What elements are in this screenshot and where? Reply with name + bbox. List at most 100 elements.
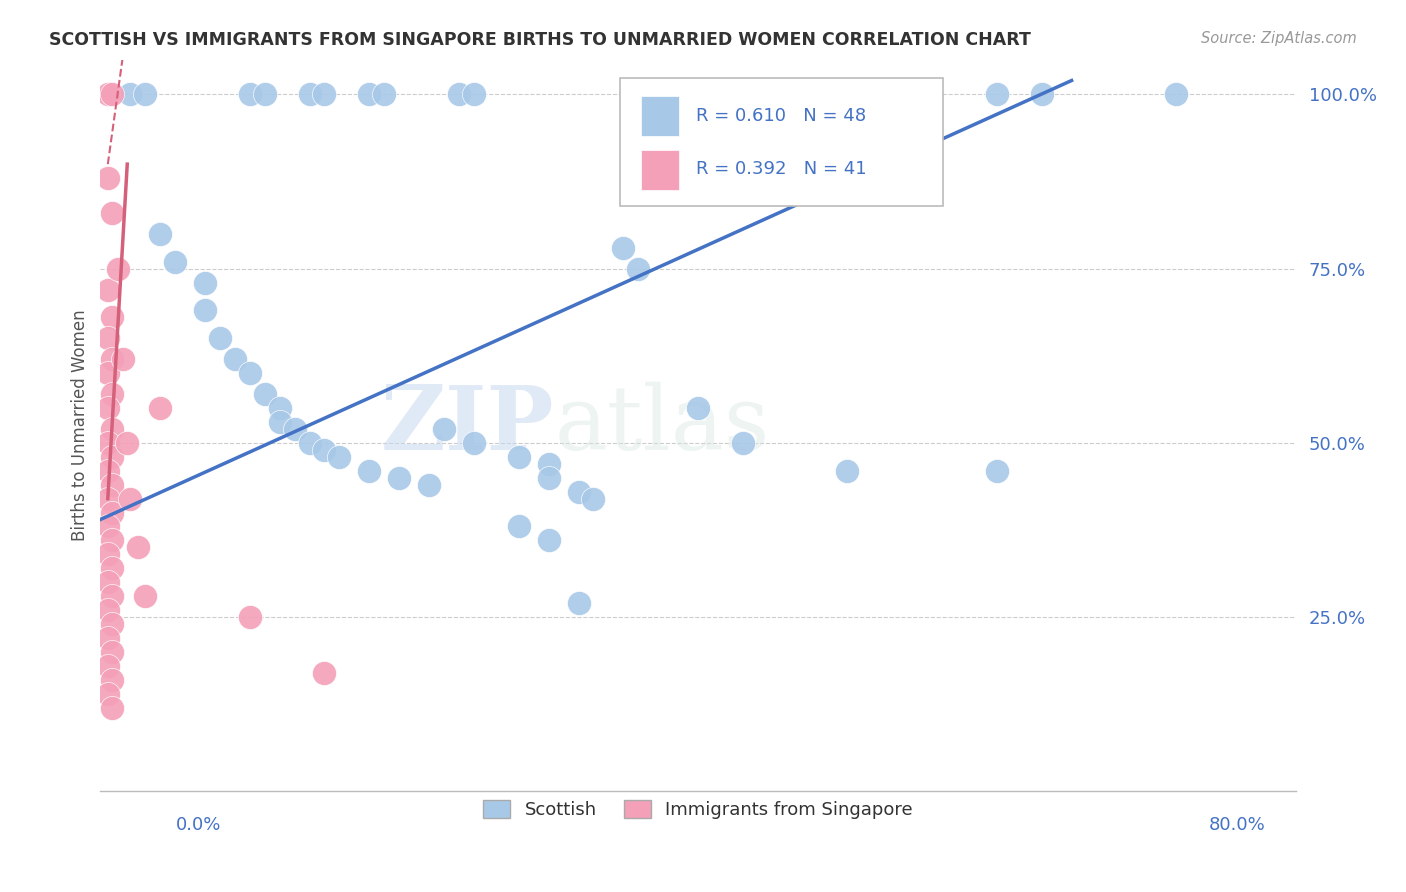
Point <box>208 331 231 345</box>
Point <box>269 401 291 415</box>
Text: SCOTTISH VS IMMIGRANTS FROM SINGAPORE BIRTHS TO UNMARRIED WOMEN CORRELATION CHAR: SCOTTISH VS IMMIGRANTS FROM SINGAPORE BI… <box>49 31 1031 49</box>
Point <box>101 206 124 220</box>
Point <box>97 547 120 561</box>
Point <box>1166 87 1188 102</box>
Point <box>298 435 321 450</box>
Point <box>508 450 530 464</box>
Point <box>120 87 142 102</box>
Bar <box>641 96 679 136</box>
Point <box>134 589 156 603</box>
Point <box>97 401 120 415</box>
Text: atlas: atlas <box>554 382 770 469</box>
Point <box>101 477 124 491</box>
Point <box>101 645 124 659</box>
Point <box>97 491 120 506</box>
Point <box>97 687 120 701</box>
Point <box>101 310 124 325</box>
FancyBboxPatch shape <box>620 78 943 206</box>
Point <box>239 610 262 624</box>
Point <box>359 87 381 102</box>
Point <box>463 435 485 450</box>
Point <box>837 464 859 478</box>
Point <box>97 631 120 645</box>
Point <box>239 366 262 380</box>
Point <box>97 575 120 590</box>
Point <box>388 471 411 485</box>
Point <box>612 241 634 255</box>
Point <box>537 471 560 485</box>
Point <box>731 435 754 450</box>
Point <box>101 352 124 367</box>
Point <box>97 464 120 478</box>
Point <box>101 589 124 603</box>
Point <box>101 561 124 575</box>
Point <box>433 422 456 436</box>
Point <box>101 506 124 520</box>
Point <box>314 665 336 680</box>
Point <box>97 435 120 450</box>
Bar <box>641 150 679 190</box>
Point <box>117 435 139 450</box>
Point <box>101 422 124 436</box>
Point <box>298 87 321 102</box>
Point <box>97 331 120 345</box>
Text: 0.0%: 0.0% <box>176 816 221 834</box>
Point <box>97 283 120 297</box>
Point <box>101 87 124 102</box>
Point <box>127 541 149 555</box>
Point <box>686 87 709 102</box>
Point <box>194 276 217 290</box>
Point <box>253 387 276 401</box>
Y-axis label: Births to Unmarried Women: Births to Unmarried Women <box>72 310 89 541</box>
Point <box>314 87 336 102</box>
Point <box>101 533 124 548</box>
Point <box>686 401 709 415</box>
Point <box>101 387 124 401</box>
Point <box>986 464 1008 478</box>
Point <box>111 352 134 367</box>
Point <box>373 87 395 102</box>
Text: R = 0.392   N = 41: R = 0.392 N = 41 <box>696 161 866 178</box>
Point <box>447 87 470 102</box>
Text: ZIP: ZIP <box>381 382 554 469</box>
Point <box>97 658 120 673</box>
Point <box>165 254 187 268</box>
Point <box>97 603 120 617</box>
Point <box>101 700 124 714</box>
Point <box>508 519 530 533</box>
Point <box>567 596 589 610</box>
Point <box>101 617 124 632</box>
Text: R = 0.610   N = 48: R = 0.610 N = 48 <box>696 107 866 125</box>
Point <box>537 533 560 548</box>
Point <box>284 422 307 436</box>
Text: 80.0%: 80.0% <box>1209 816 1265 834</box>
Point <box>224 352 246 367</box>
Point <box>194 303 217 318</box>
Point <box>134 87 156 102</box>
Text: Source: ZipAtlas.com: Source: ZipAtlas.com <box>1201 31 1357 46</box>
Point <box>97 519 120 533</box>
Point <box>253 87 276 102</box>
Point <box>866 87 889 102</box>
Point <box>107 261 129 276</box>
Point <box>101 450 124 464</box>
Point <box>149 401 172 415</box>
Point <box>359 464 381 478</box>
Point <box>120 491 142 506</box>
Point <box>149 227 172 241</box>
Point <box>314 442 336 457</box>
Point <box>463 87 485 102</box>
Point <box>269 415 291 429</box>
Point <box>627 261 650 276</box>
Point <box>567 484 589 499</box>
Point <box>97 366 120 380</box>
Point <box>239 87 262 102</box>
Point <box>1031 87 1053 102</box>
Point <box>537 457 560 471</box>
Point <box>97 171 120 186</box>
Point <box>986 87 1008 102</box>
Legend: Scottish, Immigrants from Singapore: Scottish, Immigrants from Singapore <box>475 792 920 826</box>
Point <box>582 491 605 506</box>
Point <box>418 477 440 491</box>
Point <box>101 673 124 687</box>
